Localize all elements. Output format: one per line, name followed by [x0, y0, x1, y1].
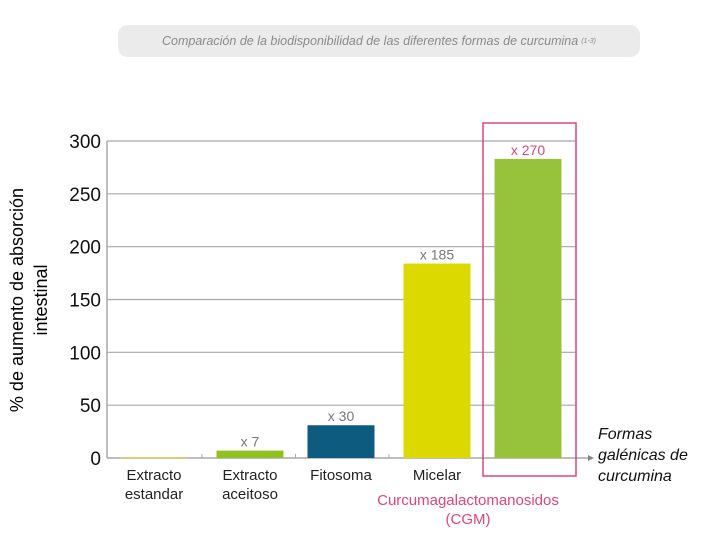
bar — [216, 450, 284, 458]
y-tick-label: 0 — [90, 449, 101, 470]
x-category-label: Extracto — [222, 467, 277, 484]
y-tick-label: 200 — [69, 238, 101, 259]
y-axis-label: intestinal — [31, 264, 51, 335]
x-category-label: Extracto — [126, 467, 181, 484]
y-tick-label: 300 — [69, 132, 101, 153]
x-category-label: (CGM) — [446, 511, 491, 528]
x-axis-label: curcumina — [598, 468, 672, 485]
y-tick-label: 150 — [69, 291, 101, 312]
x-category-label: Curcumagalactomanosidos — [377, 492, 559, 509]
x-axis-arrow-icon — [588, 455, 594, 461]
bar — [307, 425, 375, 458]
bar — [403, 263, 471, 458]
data-label: x 185 — [420, 247, 454, 263]
chart-title: Comparación de la biodisponibilidad de l… — [162, 34, 579, 48]
y-axis-label: % de aumento de absorción — [7, 188, 27, 412]
data-label: x 270 — [511, 142, 545, 158]
highlight-box — [482, 122, 577, 477]
bar — [120, 456, 188, 459]
data-label: x 7 — [241, 434, 260, 450]
x-axis-label: galénicas de — [598, 447, 688, 464]
x-category-label: Fitosoma — [310, 467, 372, 484]
bar — [494, 158, 562, 459]
x-category-label: Micelar — [413, 467, 461, 484]
y-tick-label: 250 — [69, 185, 101, 206]
y-tick-label: 50 — [80, 396, 101, 417]
y-tick-label: 100 — [69, 343, 101, 364]
x-axis-label: Formas — [598, 426, 652, 443]
data-label: x 30 — [328, 408, 355, 424]
x-category-label: aceitoso — [222, 486, 278, 503]
x-category-label: estandar — [125, 486, 183, 503]
reference-note: (1-3) — [581, 37, 596, 45]
chart-title-banner: Comparación de la biodisponibilidad de l… — [118, 25, 640, 57]
